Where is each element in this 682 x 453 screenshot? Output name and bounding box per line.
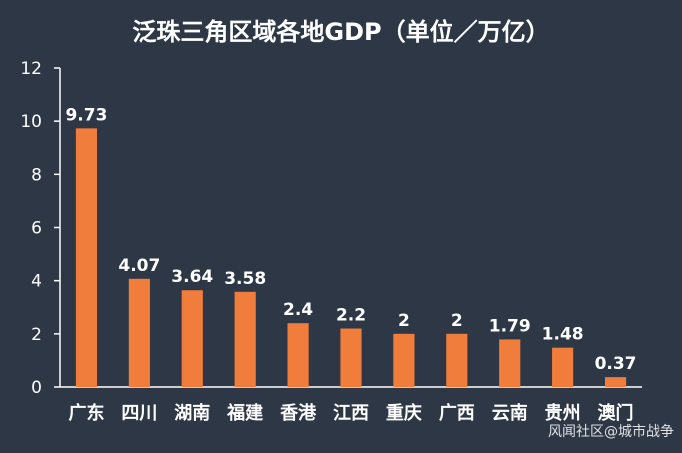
bar xyxy=(393,333,415,387)
data-labels: 9.73 4.07 3.64 3.58 2.4 2.2 2 2 1.79 1.48 0.37 xyxy=(65,105,636,374)
bar xyxy=(287,323,309,387)
data-label: 2.4 xyxy=(283,300,313,320)
y-tick-label: 4 xyxy=(31,272,42,292)
data-label: 3.58 xyxy=(224,269,266,289)
bar xyxy=(552,347,574,387)
x-tick-label: 云南 xyxy=(492,402,528,424)
bar xyxy=(128,278,150,387)
bar xyxy=(340,328,362,387)
x-tick-label: 广东 xyxy=(68,402,104,424)
y-tick-label: 2 xyxy=(31,325,42,345)
data-label: 2 xyxy=(451,311,463,331)
y-tick-label: 10 xyxy=(20,112,42,132)
data-label: 4.07 xyxy=(118,256,160,276)
data-label: 2.2 xyxy=(336,306,366,326)
y-tick-labels: 0 2 4 6 8 10 12 xyxy=(20,59,42,398)
data-label: 0.37 xyxy=(595,354,637,374)
x-tick-label: 江西 xyxy=(333,403,369,424)
x-tick-label: 湖南 xyxy=(174,402,210,424)
watermark: 风闻社区@城市战争 xyxy=(548,423,674,440)
x-tick-label: 贵州 xyxy=(545,403,581,424)
y-tick-label: 0 xyxy=(31,378,42,398)
bar xyxy=(75,128,98,387)
bars xyxy=(75,128,627,387)
bar xyxy=(499,339,521,387)
x-tick-label: 广西 xyxy=(439,402,475,424)
data-label: 1.48 xyxy=(542,325,584,345)
x-tick-labels: 广东 四川 湖南 福建 香港 江西 重庆 广西 云南 贵州 澳门 xyxy=(68,402,633,424)
chart-title: 泛珠三角区域各地GDP（单位／万亿） xyxy=(132,18,549,46)
x-tick-label: 香港 xyxy=(279,403,317,424)
bar xyxy=(604,377,627,387)
y-tick-label: 6 xyxy=(31,219,42,239)
y-tick-label: 8 xyxy=(31,165,42,185)
y-tick-label: 12 xyxy=(20,59,42,79)
data-label: 3.64 xyxy=(171,267,213,287)
data-label: 2 xyxy=(398,311,410,331)
x-tick-label: 澳门 xyxy=(598,402,634,424)
bar xyxy=(234,291,256,387)
bar xyxy=(446,333,468,387)
x-tick-label: 重庆 xyxy=(386,402,422,424)
bar xyxy=(181,290,203,387)
x-tick-label: 四川 xyxy=(121,403,157,424)
data-label: 9.73 xyxy=(65,105,107,125)
data-label: 1.79 xyxy=(489,316,531,336)
x-tick-label: 福建 xyxy=(226,402,263,424)
